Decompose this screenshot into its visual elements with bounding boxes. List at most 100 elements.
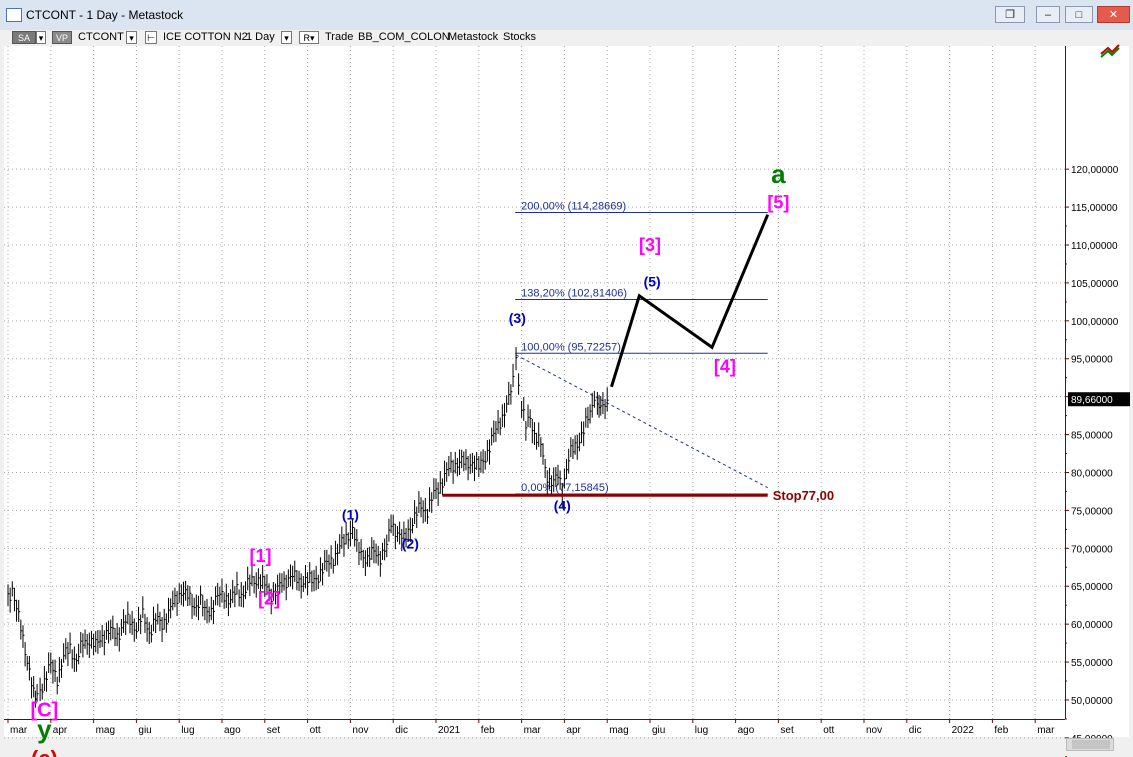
y-tick-label: 65,00000	[1071, 582, 1113, 593]
x-tick-label: ott	[310, 725, 321, 736]
x-tick-label: 2022	[952, 725, 975, 736]
trade-link[interactable]: Trade	[325, 31, 354, 43]
x-tick-label: dic	[909, 725, 922, 736]
period-dropdown[interactable]: ▾	[281, 31, 292, 44]
y-tick-label: 100,00000	[1071, 317, 1119, 328]
x-tick-label: nov	[352, 725, 368, 736]
data-source-label: BB_COM_COLON	[358, 31, 450, 43]
fib-level-label: 100,00% (95,72257)	[521, 341, 621, 353]
security-name: ICE COTTON N2	[163, 31, 248, 43]
x-tick-label: nov	[866, 725, 882, 736]
price-series	[7, 347, 609, 708]
wave-label: (5)	[644, 274, 661, 290]
minimize-button[interactable]: ‒	[1036, 6, 1060, 23]
x-tick-label: feb	[481, 725, 495, 736]
maximize-button[interactable]: □	[1065, 6, 1093, 23]
x-tick-label: lug	[695, 725, 708, 736]
x-tick-label: apr	[566, 725, 581, 736]
sa-button[interactable]: SA	[12, 31, 36, 44]
folder-label: Metastock	[448, 31, 499, 43]
y-tick-label: 70,00000	[1071, 544, 1113, 555]
y-tick-label: 85,00000	[1071, 431, 1113, 442]
wave-label: (1)	[342, 506, 359, 522]
wave-label: [1]	[250, 546, 272, 566]
wave-label: [5]	[767, 193, 789, 213]
y-tick-label: 50,00000	[1071, 696, 1113, 707]
last-price-label: 89,66000	[1071, 395, 1113, 406]
wave-label: (4)	[554, 497, 571, 513]
wave-label: [2]	[258, 588, 280, 608]
y-tick-label: 115,00000	[1071, 203, 1118, 214]
chevron-down-icon: ▾	[38, 33, 44, 43]
fib-level-label: 200,00% (114,28669)	[521, 200, 626, 212]
vp-button[interactable]: VP	[52, 31, 72, 44]
x-tick-label: giu	[138, 725, 151, 736]
x-tick-label: 2021	[438, 725, 461, 736]
plot-area[interactable]	[4, 46, 1065, 719]
x-tick-label: ago	[738, 725, 755, 736]
wave-label: [C]	[30, 700, 58, 722]
picker-icon: ⊢	[147, 33, 155, 43]
x-tick-label: mag	[609, 725, 628, 736]
x-tick-label: apr	[53, 725, 68, 736]
window-title: CTCONT - 1 Day - Metastock	[26, 8, 184, 22]
stop-label: Stop77,00	[773, 488, 834, 503]
symbol-dropdown[interactable]: ▾	[126, 31, 137, 44]
sa-dropdown[interactable]: ▾	[36, 31, 46, 44]
r-label: R	[303, 33, 310, 43]
restore-icon: ❐	[1005, 9, 1015, 21]
wave-label: [3]	[639, 235, 661, 255]
wave-label: a	[771, 159, 786, 189]
x-tick-label: feb	[994, 725, 1008, 736]
x-tick-label: ago	[224, 725, 241, 736]
x-tick-label: ott	[823, 725, 834, 736]
y-tick-label: 120,00000	[1071, 165, 1119, 176]
wave-label: (2)	[402, 535, 419, 551]
period-label: 1 Day	[246, 31, 275, 43]
window-titlebar: CTCONT - 1 Day - Metastock ❐ ‒ □ ✕	[0, 0, 1133, 31]
stop-level: Stop77,00	[442, 488, 834, 503]
indicator-tool-icon[interactable]	[1100, 44, 1120, 58]
y-tick-label: 80,00000	[1071, 468, 1113, 479]
projection-series	[610, 214, 770, 388]
projection-line	[610, 214, 770, 388]
security-picker-button[interactable]: ⊢	[145, 31, 157, 44]
x-tick-label: lug	[181, 725, 194, 736]
wave-label: [4]	[714, 356, 736, 376]
symbol-label: CTCONT	[78, 31, 124, 43]
r-button[interactable]: R▾	[299, 31, 319, 44]
restore-button[interactable]: ❐	[995, 6, 1025, 23]
chart-toolbar: SA ▾ VP CTCONT ▾ ⊢ ICE COTTON N2 1 Day ▾…	[0, 30, 1133, 46]
y-tick-label: 75,00000	[1071, 506, 1113, 517]
x-tick-label: set	[780, 725, 794, 736]
close-icon: ✕	[1108, 9, 1119, 21]
chart-app-icon	[6, 8, 22, 22]
close-button[interactable]: ✕	[1097, 6, 1130, 23]
x-tick-label: giu	[652, 725, 665, 736]
fib-level-label: 138,20% (102,81406)	[521, 287, 627, 299]
scrollbar-thumb[interactable]	[1072, 740, 1110, 749]
wave-label: y	[37, 714, 52, 744]
y-tick-label: 55,00000	[1071, 658, 1113, 669]
x-axis: mar apr mag giu lug ago set ott nov dic 2021 feb mar…	[7, 719, 1055, 736]
x-tick-label: mag	[96, 725, 115, 736]
wave-label: (3)	[509, 310, 526, 326]
type-label: Stocks	[503, 31, 537, 43]
fib-level-label: 0,00% (77,15845)	[521, 482, 608, 494]
y-axis-panel	[1065, 46, 1129, 719]
x-tick-label: mar	[1037, 725, 1055, 736]
minimize-icon: ‒	[1044, 9, 1052, 21]
x-tick-label: mar	[524, 725, 542, 736]
chevron-down-icon: ▾	[309, 33, 315, 43]
fibonacci-levels: 200,00% (114,28669) 138,20% (102,81406) 10…	[515, 200, 768, 495]
y-tick-label: 110,00000	[1071, 241, 1118, 252]
x-axis-panel	[4, 719, 1129, 737]
wave-labels: [C]y (c) [1] [2] (1) (2) (3) (4) (5) [3] [4] [5] a	[30, 159, 789, 757]
last-price: 89,66000	[1068, 392, 1130, 407]
x-tick-label: dic	[395, 725, 408, 736]
y-tick-label: 60,00000	[1071, 620, 1113, 631]
y-tick-label: 95,00000	[1071, 355, 1113, 366]
x-tick-label: mar	[10, 725, 28, 736]
grid	[4, 46, 1065, 739]
